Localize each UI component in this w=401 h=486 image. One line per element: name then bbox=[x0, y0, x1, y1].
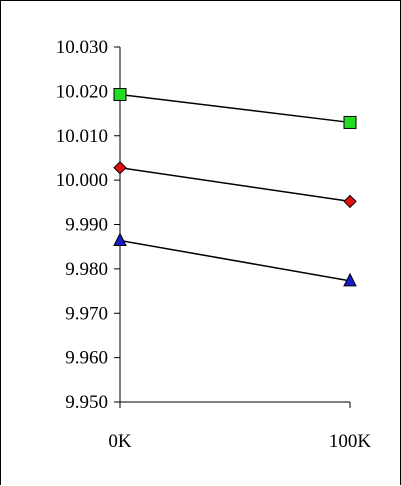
series-square bbox=[113, 87, 357, 129]
series-line bbox=[119, 239, 351, 282]
data-point-square bbox=[343, 115, 357, 129]
series-diamond bbox=[113, 160, 357, 209]
data-point-diamond bbox=[113, 160, 127, 175]
data-point-triangle bbox=[113, 232, 127, 246]
y-tick-label: 9.990 bbox=[65, 215, 108, 236]
y-axis: 9.950 9.960 9.970 9.980 9.990 10.000 10.010 10.… bbox=[56, 37, 121, 413]
y-tick-label: 9.980 bbox=[65, 259, 108, 280]
series-triangle bbox=[113, 232, 357, 287]
series-line bbox=[119, 93, 351, 124]
y-tick-label: 10.000 bbox=[56, 170, 108, 191]
series-layer bbox=[113, 87, 357, 287]
y-tick-label: 10.010 bbox=[56, 126, 108, 147]
y-tick-label: 9.970 bbox=[65, 303, 108, 324]
y-tick-label: 9.950 bbox=[65, 392, 108, 413]
series-line bbox=[119, 166, 351, 203]
data-point-diamond bbox=[343, 194, 357, 209]
y-tick-label: 10.030 bbox=[56, 37, 108, 58]
x-axis: 0K 100K bbox=[108, 401, 372, 452]
y-tick-label: 9.960 bbox=[65, 348, 108, 369]
data-point-triangle bbox=[343, 272, 357, 287]
x-tick-label: 0K bbox=[108, 431, 132, 452]
y-tick-label: 10.020 bbox=[56, 81, 108, 102]
x-tick-label: 100K bbox=[329, 431, 372, 452]
data-point-square bbox=[113, 87, 127, 101]
